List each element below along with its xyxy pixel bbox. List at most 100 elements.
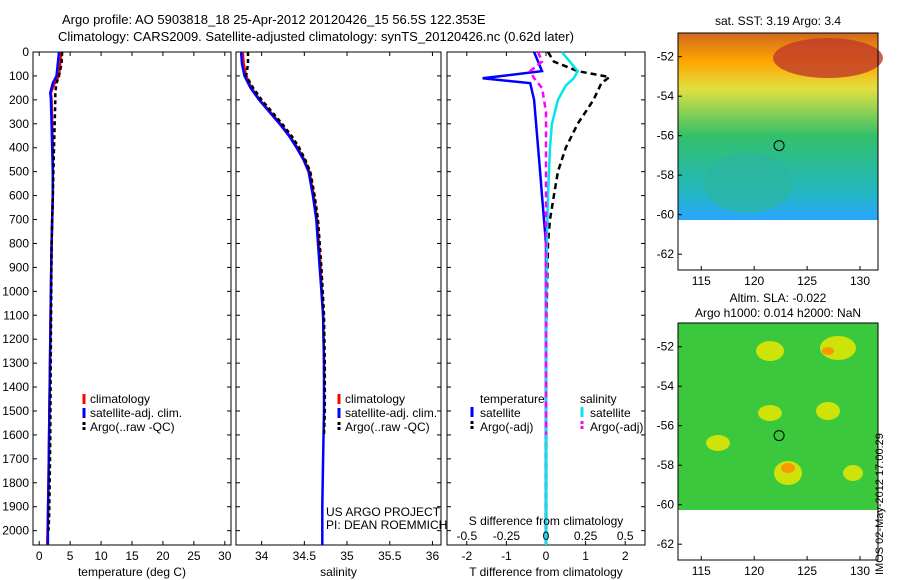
sst-map-y-tick-label: -62 (657, 247, 675, 261)
x-tick-label-salinity: 34.5 (293, 549, 317, 563)
top-tick-label: 0.25 (574, 529, 598, 543)
sla-map-x-tick-label: 120 (744, 564, 764, 578)
series-line-temperature (47, 51, 64, 531)
sst-map-y-tick-label: -54 (657, 89, 675, 103)
series-line-salinity (244, 52, 327, 435)
y-tick-label: 800 (9, 236, 29, 250)
climatology-subtitle: Climatology: CARS2009. Satellite-adjuste… (58, 29, 574, 44)
y-tick-label: 900 (9, 260, 29, 274)
sst-map-x-tick-label: 120 (744, 274, 764, 288)
legend-group-title: temperature (480, 392, 545, 406)
legend-label-temperature: climatology (90, 392, 150, 406)
imos-watermark: IMOS 02-May-2012 17:00:29 (874, 433, 886, 575)
series-line-difference (528, 51, 548, 435)
series-line-temperature (46, 51, 61, 545)
project-annotation: PI: DEAN ROEMMICH (326, 518, 447, 532)
y-tick-label: 2000 (2, 524, 29, 538)
y-tick-label: 1200 (2, 332, 29, 346)
x-axis-label-salinity: salinity (320, 565, 357, 579)
x-tick-label-difference: 0 (543, 549, 550, 563)
sla-map-y-tick-label: -56 (657, 419, 675, 433)
top-axis-label: S difference from climatology (469, 514, 624, 528)
y-tick-label: 1700 (2, 452, 29, 466)
sst-map-y-tick-label: -52 (657, 50, 675, 64)
plot-frame-salinity (235, 51, 442, 546)
sla-anomaly-patch (758, 405, 782, 421)
y-tick-label: 1600 (2, 428, 29, 442)
legend-label-difference: Argo(-adj) (480, 420, 533, 434)
sst-map-x-tick-label: 115 (692, 274, 711, 288)
sst-cool-patch (703, 153, 793, 213)
x-tick-label-temperature: 20 (156, 549, 170, 563)
x-tick-label-salinity: 35.5 (378, 549, 402, 563)
y-tick-label: 1000 (2, 284, 29, 298)
sla-map-x-tick-label: 115 (692, 564, 711, 578)
series-line-difference (544, 51, 580, 545)
y-tick-label: 1800 (2, 476, 29, 490)
legend-group-title: salinity (580, 392, 617, 406)
sla-map-frame (677, 322, 879, 561)
legend-label-temperature: Argo(..raw -QC) (90, 420, 175, 434)
series-line-salinity (241, 51, 326, 376)
y-tick-label: 0 (22, 45, 29, 59)
sst-map-y-tick-label: -60 (657, 208, 675, 222)
sla-map-y-tick-label: -52 (657, 340, 675, 354)
y-tick-label: 300 (9, 117, 29, 131)
x-tick-label-temperature: 10 (94, 549, 108, 563)
x-tick-label-temperature: 0 (36, 549, 43, 563)
y-tick-label: 500 (9, 165, 29, 179)
top-tick-label: -0.25 (493, 529, 521, 543)
y-tick-label: 1900 (2, 500, 29, 514)
sst-map-y-tick-label: -58 (657, 168, 675, 182)
sst-map-y-tick-label: -56 (657, 129, 675, 143)
x-axis-label-temperature: temperature (deg C) (78, 565, 186, 579)
sla-anomaly-patch (816, 402, 840, 420)
legend-label-difference: satellite (480, 406, 521, 420)
top-tick-label: 0.5 (617, 529, 634, 543)
legend-label-temperature: satellite-adj. clim. (90, 406, 182, 420)
legend-label-difference: Argo(-adj) (590, 420, 643, 434)
series-line-difference (544, 51, 613, 531)
sst-map-frame (677, 32, 879, 271)
y-tick-label: 700 (9, 213, 29, 227)
sst-map-x-tick-label: 130 (850, 274, 870, 288)
x-tick-label-difference: 2 (622, 549, 629, 563)
x-tick-label-temperature: 5 (67, 549, 74, 563)
sla-high-patch (781, 463, 795, 473)
sla-map-y-tick-label: -60 (657, 498, 675, 512)
y-tick-label: 1400 (2, 380, 29, 394)
float-position-marker (773, 140, 785, 152)
sst-map-title: sat. SST: 3.19 Argo: 3.4 (715, 14, 841, 28)
x-tick-label-difference: 1 (582, 549, 589, 563)
x-axis-label-difference: T difference from climatology (469, 565, 623, 579)
x-tick-label-salinity: 34 (255, 549, 269, 563)
sla-map-subtitle: Argo h1000: 0.014 h2000: NaN (695, 306, 861, 320)
project-annotation: US ARGO PROJECT (326, 505, 441, 519)
y-tick-label: 1500 (2, 404, 29, 418)
x-tick-label-temperature: 30 (218, 549, 232, 563)
top-tick-label: 0 (543, 529, 550, 543)
y-tick-label: 100 (9, 69, 29, 83)
top-tick-label: -0.5 (456, 529, 477, 543)
x-tick-label-temperature: 15 (125, 549, 139, 563)
sla-map-y-tick-label: -54 (657, 379, 675, 393)
y-tick-label: 400 (9, 141, 29, 155)
sla-map-y-tick-label: -58 (657, 458, 675, 472)
legend-label-salinity: Argo(..raw -QC) (345, 420, 430, 434)
y-tick-label: 600 (9, 189, 29, 203)
sla-map-y-tick-label: -62 (657, 537, 675, 551)
series-line-difference (482, 51, 548, 545)
x-tick-label-salinity: 36 (426, 549, 440, 563)
y-tick-label: 200 (9, 93, 29, 107)
sla-anomaly-patch (706, 435, 730, 451)
float-position-marker (773, 430, 785, 442)
sla-anomaly-patch (756, 341, 784, 361)
sla-map-title: Altim. SLA: -0.022 (730, 291, 827, 305)
sla-anomaly-patch (843, 465, 863, 481)
x-tick-label-salinity: 35 (340, 549, 354, 563)
plot-frame-temperature (32, 51, 232, 546)
y-tick-label: 1300 (2, 356, 29, 370)
sst-warm-patch (773, 38, 883, 78)
sla-high-patch (822, 347, 834, 355)
